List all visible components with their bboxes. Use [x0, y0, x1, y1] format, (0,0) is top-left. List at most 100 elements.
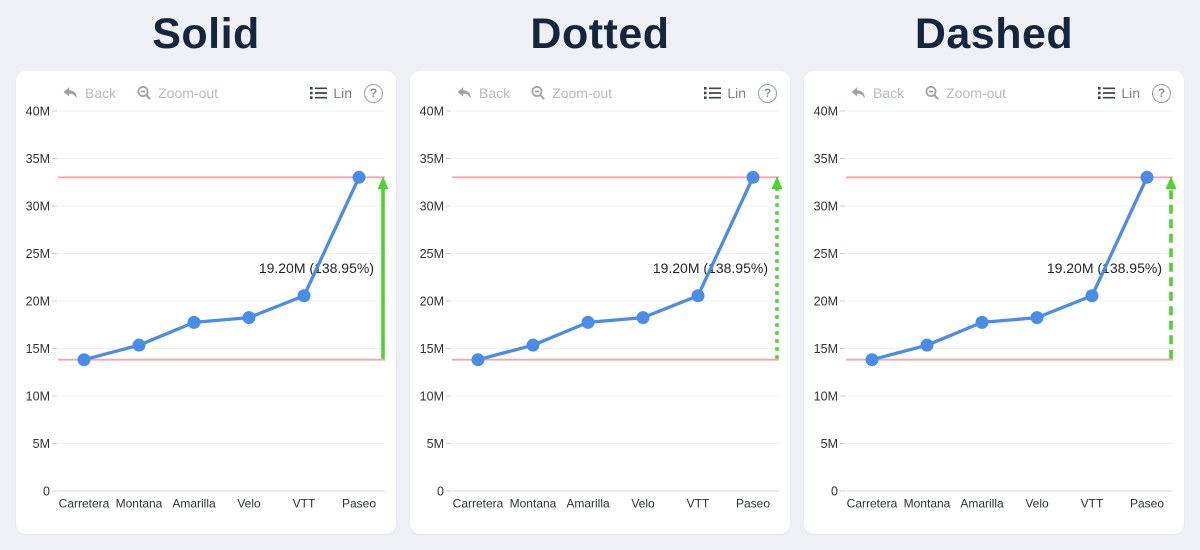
svg-text:Velo: Velo	[1025, 497, 1049, 511]
svg-text:5M: 5M	[33, 437, 50, 451]
list-icon	[704, 87, 722, 100]
svg-text:25M: 25M	[814, 247, 838, 261]
panel-title: Solid	[152, 10, 260, 58]
zoom-out-button[interactable]: Zoom-out	[924, 85, 1006, 101]
toolbar-right-group: Lin ?	[310, 83, 383, 103]
svg-text:20M: 20M	[814, 295, 838, 309]
zoom-out-button[interactable]: Zoom-out	[530, 85, 612, 101]
svg-text:VTT: VTT	[293, 497, 316, 511]
chart-card: Back Zoom-out Lin ? 0	[16, 71, 396, 535]
svg-text:40M: 40M	[420, 105, 444, 119]
svg-text:Amarilla: Amarilla	[172, 497, 216, 511]
back-icon	[851, 87, 865, 99]
svg-text:30M: 30M	[814, 200, 838, 214]
svg-text:25M: 25M	[26, 247, 50, 261]
toolbar-left-group: Back Zoom-out	[456, 85, 612, 101]
svg-text:15M: 15M	[420, 342, 444, 356]
svg-text:Carretera: Carretera	[59, 497, 110, 511]
svg-text:40M: 40M	[814, 105, 838, 119]
svg-text:25M: 25M	[420, 247, 444, 261]
panel-dotted: Dotted Back Zoom-out Lin	[410, 6, 790, 535]
svg-text:Paseo: Paseo	[342, 497, 376, 511]
menu-scale-button[interactable]: Lin	[1098, 85, 1140, 101]
svg-text:0: 0	[43, 485, 50, 499]
svg-text:Paseo: Paseo	[736, 497, 770, 511]
svg-text:35M: 35M	[814, 152, 838, 166]
zoom-out-icon	[531, 86, 545, 101]
help-button[interactable]: ?	[758, 83, 777, 103]
menu-scale-button[interactable]: Lin	[310, 85, 352, 101]
svg-text:10M: 10M	[814, 390, 838, 404]
svg-text:20M: 20M	[26, 295, 50, 309]
svg-text:30M: 30M	[420, 200, 444, 214]
back-button[interactable]: Back	[456, 85, 510, 101]
svg-text:VTT: VTT	[687, 497, 710, 511]
toolbar-left-group: Back Zoom-out	[850, 85, 1006, 101]
svg-text:10M: 10M	[420, 390, 444, 404]
zoom-out-icon	[925, 86, 939, 101]
list-icon	[1098, 87, 1116, 100]
back-label: Back	[873, 85, 905, 102]
svg-text:10M: 10M	[26, 390, 50, 404]
panel-dashed: Dashed Back Zoom-out Lin	[804, 6, 1184, 535]
back-icon	[457, 87, 471, 99]
svg-text:0: 0	[831, 485, 838, 499]
svg-text:Paseo: Paseo	[1130, 497, 1164, 511]
back-label: Back	[479, 85, 511, 102]
svg-text:40M: 40M	[26, 105, 50, 119]
back-label: Back	[85, 85, 117, 102]
svg-text:Montana: Montana	[904, 497, 951, 511]
svg-text:Velo: Velo	[631, 497, 655, 511]
svg-text:35M: 35M	[26, 152, 50, 166]
toolbar-left-group: Back Zoom-out	[62, 85, 218, 101]
zoom-out-label: Zoom-out	[158, 85, 219, 102]
back-icon	[63, 87, 77, 99]
zoom-out-icon	[137, 86, 151, 101]
svg-text:Montana: Montana	[510, 497, 557, 511]
svg-text:20M: 20M	[420, 295, 444, 309]
scale-mode-label: Lin	[727, 85, 746, 102]
chart-toolbar: Back Zoom-out Lin ?	[62, 82, 383, 104]
panel-solid: Solid Back Zoom-out Lin	[16, 6, 396, 535]
back-button[interactable]: Back	[62, 85, 116, 101]
toolbar-right-group: Lin ?	[704, 83, 777, 103]
svg-text:Velo: Velo	[237, 497, 261, 511]
chart-card: Back Zoom-out Lin ? 0	[804, 71, 1184, 535]
scale-mode-label: Lin	[1121, 85, 1140, 102]
help-button[interactable]: ?	[1152, 83, 1171, 103]
help-icon: ?	[758, 83, 777, 103]
panel-title: Dashed	[914, 10, 1074, 58]
zoom-out-label: Zoom-out	[552, 85, 613, 102]
help-icon: ?	[1152, 83, 1171, 103]
svg-text:VTT: VTT	[1081, 497, 1104, 511]
scale-mode-label: Lin	[333, 85, 352, 102]
toolbar-right-group: Lin ?	[1098, 83, 1171, 103]
list-icon	[310, 87, 328, 100]
svg-text:30M: 30M	[26, 200, 50, 214]
help-button[interactable]: ?	[364, 83, 383, 103]
svg-text:0: 0	[437, 485, 444, 499]
menu-scale-button[interactable]: Lin	[704, 85, 746, 101]
svg-text:5M: 5M	[427, 437, 444, 451]
zoom-out-label: Zoom-out	[946, 85, 1007, 102]
page: Solid Back Zoom-out Lin	[16, 6, 1184, 535]
zoom-out-button[interactable]: Zoom-out	[136, 85, 218, 101]
svg-text:15M: 15M	[814, 342, 838, 356]
svg-text:15M: 15M	[26, 342, 50, 356]
chart-card: Back Zoom-out Lin ? 0	[410, 71, 790, 535]
svg-text:5M: 5M	[821, 437, 838, 451]
svg-text:Amarilla: Amarilla	[566, 497, 610, 511]
svg-text:Carretera: Carretera	[847, 497, 898, 511]
svg-text:Montana: Montana	[116, 497, 163, 511]
help-icon: ?	[364, 83, 383, 103]
svg-text:35M: 35M	[420, 152, 444, 166]
svg-text:Carretera: Carretera	[453, 497, 504, 511]
svg-text:Amarilla: Amarilla	[960, 497, 1004, 511]
panel-title: Dotted	[530, 10, 670, 58]
chart-toolbar: Back Zoom-out Lin ?	[456, 82, 777, 104]
chart-toolbar: Back Zoom-out Lin ?	[850, 82, 1171, 104]
back-button[interactable]: Back	[850, 85, 904, 101]
